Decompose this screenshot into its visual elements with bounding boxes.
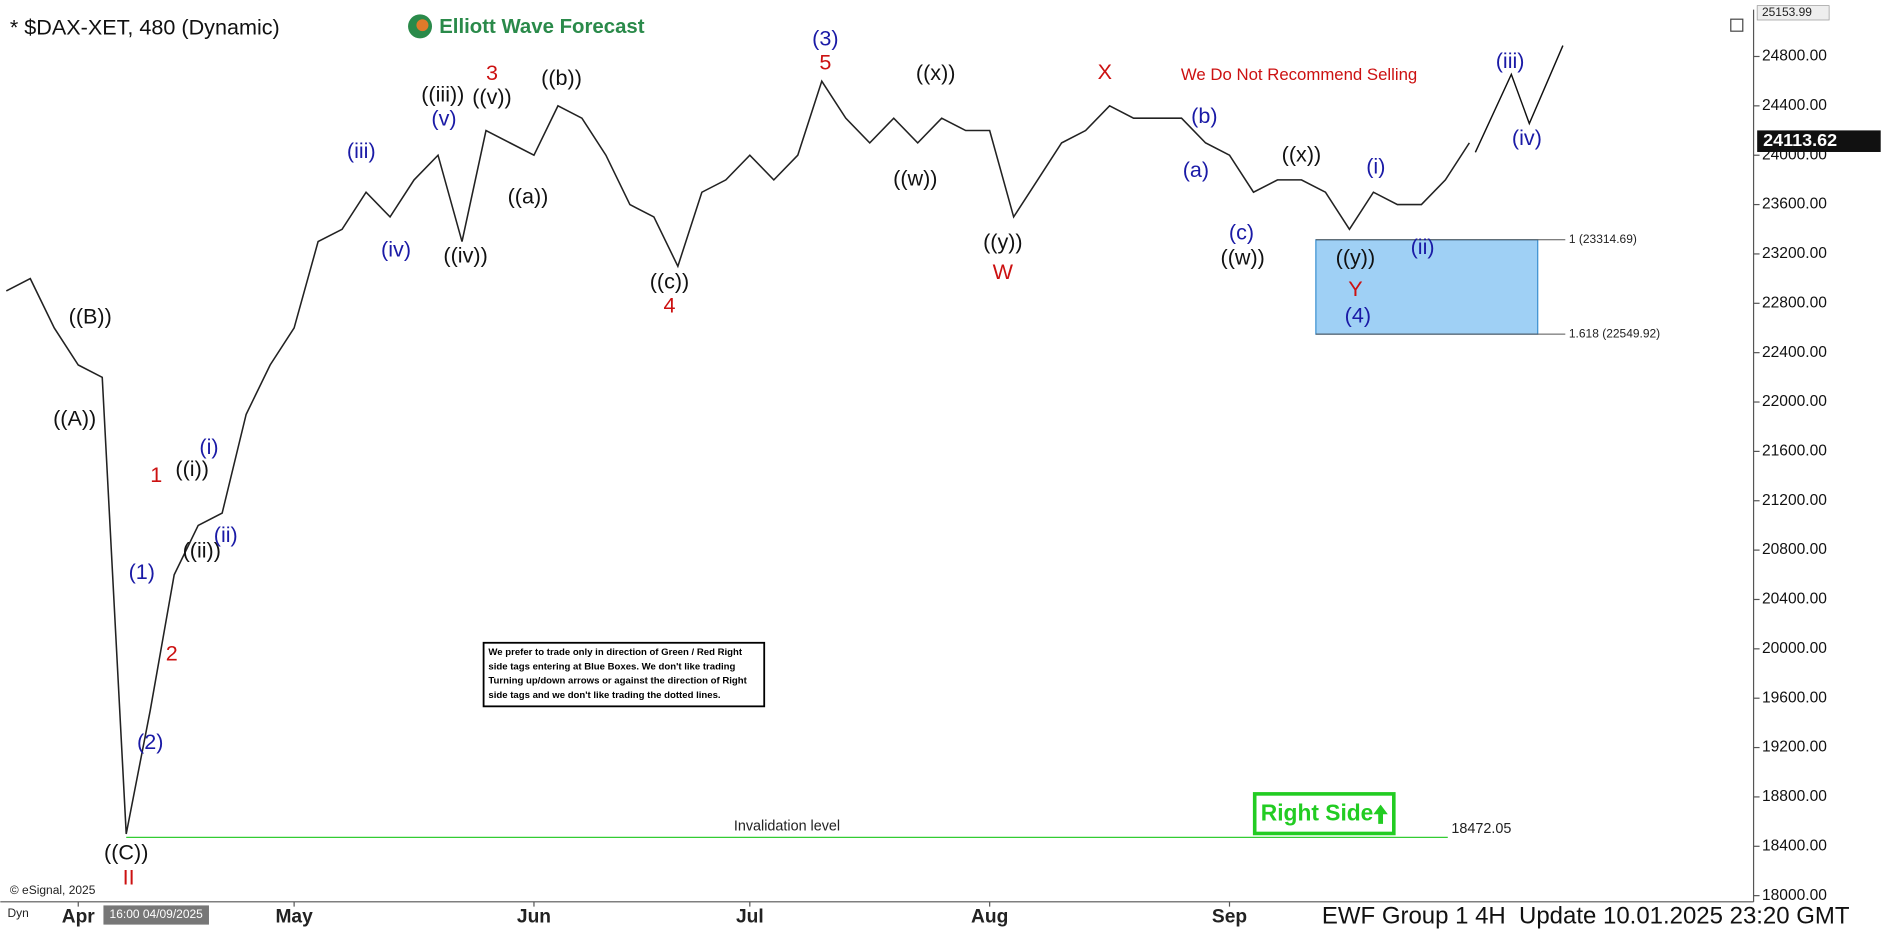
logo-icon: [416, 19, 429, 32]
wave-label: X: [1098, 59, 1112, 84]
y-tick-label: 23200.00: [1762, 245, 1827, 262]
y-tick-label: 21600.00: [1762, 442, 1827, 459]
chart-title: * $DAX-XET, 480 (Dynamic): [10, 14, 280, 39]
wave-label: 1: [150, 462, 162, 487]
wave-label: ((v)): [472, 84, 512, 109]
y-tick-label: 22800.00: [1762, 294, 1827, 311]
x-tick-label: May: [275, 906, 313, 927]
cursor-label: Dyn: [8, 906, 29, 920]
footer: EWF Group 1 4H Update 10.01.2025 23:20 G…: [1322, 903, 1850, 930]
high-tag-box: [1756, 5, 1830, 21]
wave-label: ((A)): [53, 405, 96, 430]
wave-label: W: [993, 259, 1014, 284]
last-price: 24113.62: [1763, 130, 1837, 150]
wave-label: ((x)): [1282, 142, 1322, 167]
right-side-box: [1252, 792, 1396, 836]
cursor-time-box: [103, 905, 209, 925]
wave-label: ((w)): [893, 166, 937, 191]
wave-label: ((x)): [916, 60, 956, 85]
y-tick-label: 20000.00: [1762, 640, 1827, 657]
y-tick-label: 22000.00: [1762, 393, 1827, 410]
right-side: Right Side: [1261, 799, 1374, 825]
wave-label: ((C)): [104, 840, 148, 865]
blue-box: [1315, 239, 1539, 335]
y-tick-label: 19600.00: [1762, 689, 1827, 706]
wave-label: ((y)): [1336, 245, 1376, 270]
wave-label: (1): [129, 559, 155, 584]
wave-label: 4: [663, 293, 675, 318]
logo: Elliott Wave Forecast: [439, 16, 645, 38]
wave-label: ((c)): [650, 269, 690, 294]
wave-label: (b): [1191, 103, 1217, 128]
wave-label: Y: [1348, 276, 1362, 301]
wave-label: (ii): [214, 522, 238, 547]
wave-label: ((y)): [983, 229, 1023, 254]
wave-label: (i): [199, 434, 218, 459]
wave-label: (4): [1345, 302, 1371, 327]
fib-label: 1.618 (22549.92): [1569, 326, 1660, 340]
wave-label: ((a)): [508, 184, 549, 209]
invalidation-text: Invalidation level: [734, 818, 840, 834]
x-tick-label: Jul: [736, 906, 764, 927]
wave-label: (c): [1229, 220, 1254, 245]
x-tick-label: Jun: [517, 906, 551, 927]
invalidation-value: 18472.05: [1451, 821, 1511, 837]
y-tick-label: 24800.00: [1762, 48, 1827, 65]
last-price-box: [1757, 130, 1881, 152]
x-tick-label: Aug: [971, 906, 1008, 927]
y-tick-label: 20800.00: [1762, 541, 1827, 558]
wave-label: ((w)): [1221, 245, 1265, 270]
wave-label: (3): [812, 25, 838, 50]
y-tick-label: 24400.00: [1762, 97, 1827, 114]
wave-label: ((b)): [541, 65, 582, 90]
wave-label: II: [123, 865, 135, 890]
projection: [1474, 45, 1564, 153]
price-line: [5, 79, 1471, 835]
note-line: side tags and we don't like trading the …: [488, 690, 720, 701]
wave-label: (ii): [1411, 234, 1435, 259]
wave-label: 5: [819, 49, 831, 74]
warning: We Do Not Recommend Selling: [1181, 65, 1417, 84]
wave-label: (iv): [381, 236, 411, 261]
high-tag: 25153.99: [1762, 5, 1812, 19]
y-tick-label: 20400.00: [1762, 591, 1827, 608]
x-tick-label: Apr: [62, 906, 96, 927]
note-line: side tags entering at Blue Boxes. We don…: [488, 661, 735, 672]
wave-label: ((B)): [69, 303, 112, 328]
y-tick-label: 22400.00: [1762, 344, 1827, 361]
wave-label: 2: [166, 640, 178, 665]
wave-label: (i): [1366, 154, 1385, 179]
note-box: [482, 641, 766, 708]
wave-label: ((iv)): [443, 242, 487, 267]
wave-label: (v): [431, 106, 456, 131]
copyright: © eSignal, 2025: [10, 883, 96, 897]
wave-label: ((ii)): [183, 537, 221, 562]
y-tick-label: 18400.00: [1762, 837, 1827, 854]
wave-label: (iii): [347, 138, 376, 163]
window-icon[interactable]: [1730, 18, 1744, 32]
y-tick-label: 23600.00: [1762, 196, 1827, 213]
cursor-time: 16:00 04/09/2025: [110, 907, 204, 921]
up-arrow: [1373, 804, 1388, 824]
y-tick-label: 18000.00: [1762, 887, 1827, 904]
note-line: We prefer to trade only in direction of …: [488, 647, 742, 658]
x-tick-label: Sep: [1212, 906, 1247, 927]
fib-label: 1 (23314.69): [1569, 232, 1637, 246]
y-tick-label: 21200.00: [1762, 492, 1827, 509]
wave-label: ((iii)): [421, 82, 464, 107]
note-line: Turning up/down arrows or against the di…: [488, 676, 747, 687]
wave-label: (a): [1183, 157, 1209, 182]
y-tick-label: 19200.00: [1762, 739, 1827, 756]
y-tick-label: 18800.00: [1762, 788, 1827, 805]
wave-label: ((i)): [175, 456, 209, 481]
wave-label: (iv): [1512, 125, 1542, 150]
wave-label: (2): [137, 729, 163, 754]
wave-label: (iii): [1496, 48, 1525, 73]
wave-label: 3: [486, 60, 498, 85]
